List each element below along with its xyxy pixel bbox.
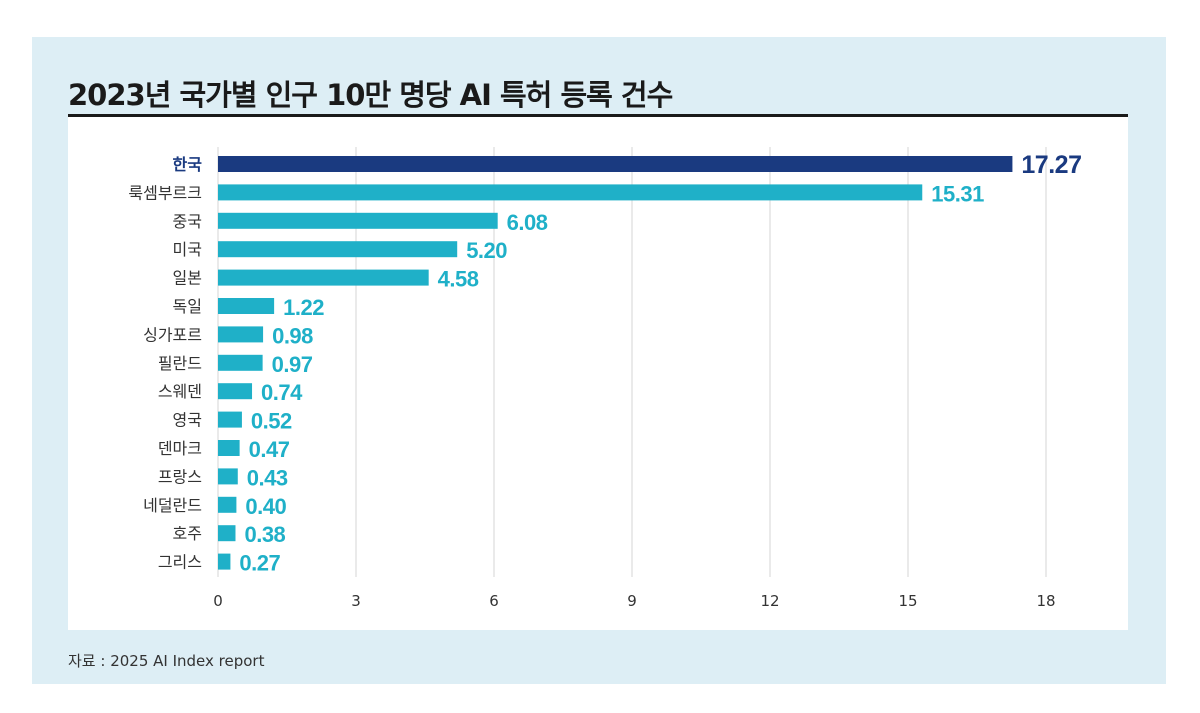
source-note: 자료 : 2025 AI Index report <box>68 652 265 670</box>
chart-panel <box>68 117 1128 630</box>
bar <box>218 411 242 428</box>
category-label: 영국 <box>173 411 202 430</box>
category-label: 호주 <box>173 524 202 543</box>
category-label: 프랑스 <box>158 467 202 486</box>
value-label: 0.40 <box>245 494 286 519</box>
x-tick-label: 15 <box>898 592 917 610</box>
value-label: 0.98 <box>272 323 313 348</box>
bar <box>218 383 253 400</box>
category-label: 싱가포르 <box>143 325 202 344</box>
value-label: 0.52 <box>251 409 292 434</box>
value-label: 15.31 <box>931 181 984 206</box>
bar <box>218 468 238 485</box>
bar <box>218 553 231 570</box>
x-tick-label: 6 <box>489 592 499 610</box>
bar <box>218 525 236 542</box>
x-tick-label: 0 <box>213 592 223 610</box>
value-label: 0.74 <box>261 380 303 405</box>
category-label: 일본 <box>173 269 202 288</box>
x-tick-label: 9 <box>627 592 637 610</box>
bar <box>218 326 264 343</box>
category-label: 미국 <box>173 240 202 259</box>
bar <box>218 184 923 201</box>
bar <box>218 440 240 456</box>
category-label: 룩셈부르크 <box>128 183 202 202</box>
value-label: 6.08 <box>507 210 548 235</box>
chart-title: 2023년 국가별 인구 10만 명당 AI 특허 등록 건수 <box>68 78 673 112</box>
x-tick-label: 3 <box>351 592 361 610</box>
bar <box>218 298 275 314</box>
value-label: 0.47 <box>249 437 290 462</box>
value-label: 0.43 <box>247 465 288 490</box>
value-label: 1.22 <box>283 295 324 320</box>
category-label: 필란드 <box>158 354 202 373</box>
bar <box>218 156 1013 172</box>
title-rule <box>68 114 1128 117</box>
category-label: 덴마크 <box>158 439 202 458</box>
x-tick-label: 12 <box>760 592 779 610</box>
value-label: 0.27 <box>239 551 280 576</box>
value-label: 0.97 <box>272 352 313 377</box>
x-tick-label: 18 <box>1036 592 1055 610</box>
bar <box>218 241 458 258</box>
value-label: 5.20 <box>466 238 507 263</box>
category-label: 스웨덴 <box>158 382 202 401</box>
category-label: 네덜란드 <box>143 496 202 515</box>
category-label: 독일 <box>173 297 202 316</box>
category-label: 중국 <box>173 212 202 231</box>
value-label: 0.38 <box>244 522 285 547</box>
bar <box>218 354 263 371</box>
value-label: 4.58 <box>438 267 479 292</box>
bar <box>218 212 498 229</box>
bar <box>218 496 237 513</box>
bar <box>218 269 429 286</box>
category-label: 한국 <box>173 155 203 174</box>
value-label: 17.27 <box>1021 151 1081 179</box>
category-label: 그리스 <box>158 553 202 572</box>
